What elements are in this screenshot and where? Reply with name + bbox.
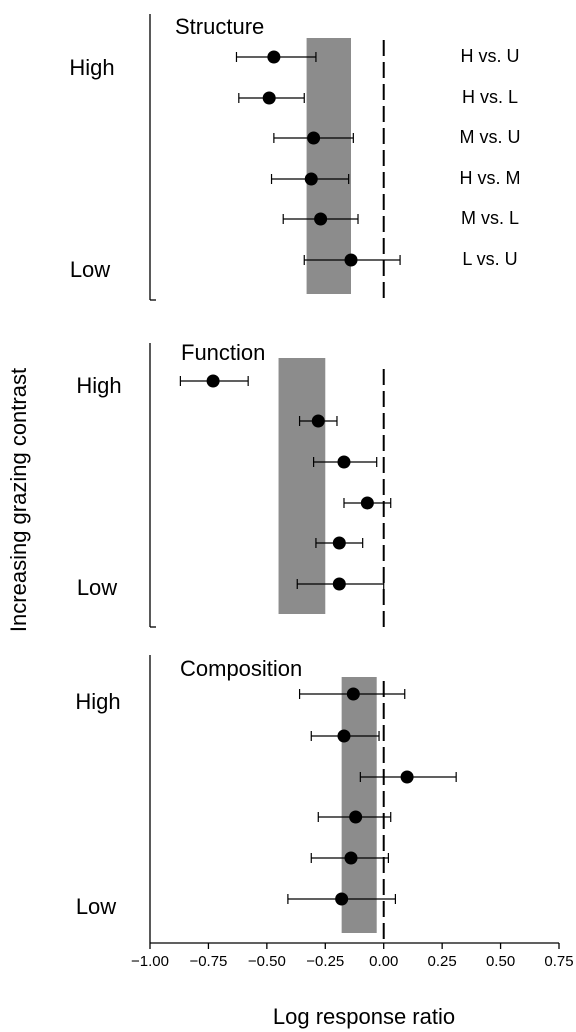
y-high-label: High <box>75 689 120 714</box>
effect-point-row <box>270 172 350 186</box>
x-tick-label: 0.75 <box>544 953 573 970</box>
effect-point <box>267 50 281 64</box>
x-tick-label: 0.00 <box>369 953 398 970</box>
overall-effect-band <box>306 38 351 294</box>
overall-effect-band <box>341 677 377 933</box>
y-low-label: Low <box>70 257 110 282</box>
comparison-label: H vs. L <box>462 87 518 107</box>
x-tick-label: 0.50 <box>486 953 515 970</box>
effect-point <box>304 172 318 186</box>
y-low-label: Low <box>76 894 116 919</box>
effect-point <box>344 851 358 865</box>
effect-point-row <box>303 253 401 267</box>
y-axis-label: Increasing grazing contrast <box>6 368 31 632</box>
effect-point <box>314 212 328 226</box>
effect-point-row <box>343 496 392 510</box>
effect-point <box>307 131 321 145</box>
effect-point <box>332 577 346 591</box>
panel-structure: Structure High Low H vs. U H vs. L M vs. U H v… <box>69 14 521 301</box>
comparison-label: H vs. M <box>460 168 521 188</box>
panel-title: Composition <box>180 656 302 681</box>
comparison-label: M vs. L <box>461 208 519 228</box>
x-tick-label: −0.75 <box>189 953 227 970</box>
effect-point-row <box>315 536 364 550</box>
effect-point-row <box>310 851 389 865</box>
effect-point <box>335 892 349 906</box>
effect-point <box>360 496 374 510</box>
overall-effect-band <box>278 358 326 614</box>
effect-point-row <box>296 577 385 591</box>
effect-point <box>337 455 351 469</box>
effect-point <box>344 253 358 267</box>
effect-point <box>332 536 346 550</box>
effect-point-row <box>287 892 396 906</box>
effect-point <box>262 91 276 105</box>
x-axis: −1.00 −0.75 −0.50 −0.25 0.00 0.25 0.50 0.75 <box>131 942 574 970</box>
panel-function: Function High Low <box>76 340 392 628</box>
panel-title: Structure <box>175 14 264 39</box>
effect-point-row <box>235 50 317 64</box>
x-tick-label: −1.00 <box>131 953 169 970</box>
effect-point-row <box>310 729 380 743</box>
effect-point-row <box>179 374 249 388</box>
effect-point-row <box>317 810 392 824</box>
panels: Structure High Low H vs. U H vs. L M vs. U H v… <box>69 14 573 970</box>
y-high-label: High <box>69 55 114 80</box>
panel-title: Function <box>181 340 265 365</box>
x-tick-label: 0.25 <box>428 953 457 970</box>
effect-point-row <box>298 687 406 701</box>
comparison-label: L vs. U <box>462 249 517 269</box>
effect-point <box>349 810 363 824</box>
comparison-label: H vs. U <box>460 46 519 66</box>
comparison-label: M vs. U <box>460 127 521 147</box>
effect-point-row <box>298 414 338 428</box>
y-low-label: Low <box>77 575 117 600</box>
effect-point-row <box>313 455 378 469</box>
effect-point <box>346 687 360 701</box>
effect-point-row <box>238 91 305 105</box>
effect-point <box>400 770 414 784</box>
effect-point-row <box>359 770 457 784</box>
effect-point-row <box>282 212 359 226</box>
x-axis-label: Log response ratio <box>273 1004 455 1029</box>
x-tick-label: −0.50 <box>248 953 286 970</box>
panel-composition: Composition High Low <box>75 655 457 943</box>
y-high-label: High <box>76 373 121 398</box>
effect-point-row <box>273 131 354 145</box>
effect-point <box>311 414 325 428</box>
effect-point <box>337 729 351 743</box>
effect-point <box>206 374 220 388</box>
x-tick-label: −0.25 <box>306 953 344 970</box>
